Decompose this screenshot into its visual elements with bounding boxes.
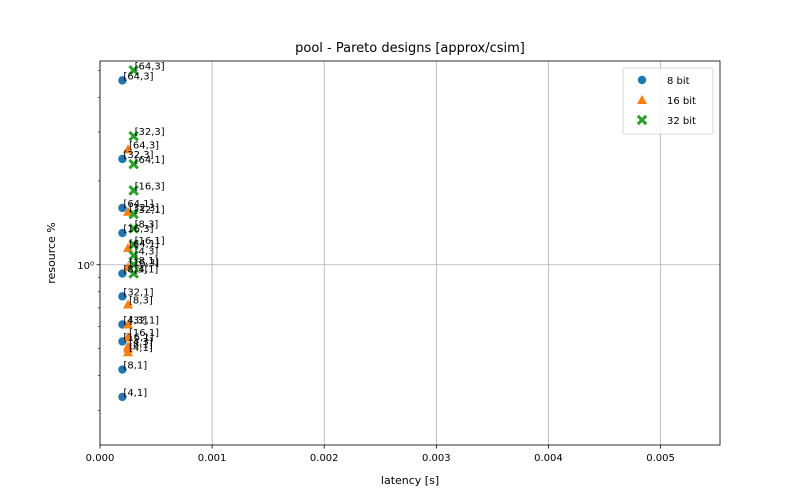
data-point [128, 65, 139, 76]
point-label: [64,3] [123, 71, 153, 82]
point-label: [64,3] [135, 61, 165, 72]
data-point [128, 259, 139, 271]
point-label: [4,3] [129, 337, 153, 348]
data-point [128, 223, 139, 234]
data-point [118, 269, 127, 278]
point-label: [4,1] [123, 388, 147, 399]
point-label: [32,3] [135, 127, 165, 138]
data-point [128, 185, 139, 196]
data-point [118, 154, 127, 164]
data-point [118, 392, 127, 402]
point-label: [32,1] [129, 315, 159, 326]
data-point [118, 203, 127, 213]
point-label: [8,1] [123, 361, 147, 372]
data-points [118, 65, 139, 402]
data-point [118, 76, 127, 85]
y-axis-label: resource % [45, 222, 58, 284]
x-axis-label: latency [s] [381, 474, 439, 487]
y-axis-ticks: 10⁰ [77, 69, 100, 411]
point-label: [4,1] [135, 265, 159, 276]
chart-title: pool - Pareto designs [approx/csim] [295, 41, 525, 56]
point-label: [64,1] [123, 199, 153, 210]
point-label: [16,3] [129, 258, 159, 269]
axes-frame [99, 60, 721, 446]
point-label: [4,1] [129, 343, 153, 354]
data-point [128, 239, 139, 251]
data-point [123, 299, 134, 309]
data-point [128, 268, 139, 279]
data-point [123, 347, 134, 357]
legend: 8 bit 16 bit 32 bit [622, 67, 714, 135]
point-label: [8,3] [123, 265, 147, 276]
legend-label: 8 bit [667, 76, 690, 87]
x-axis-ticks: 0.000 0.001 0.002 0.003 0.004 0.005 [86, 445, 675, 464]
y-tick-label: 10⁰ [77, 261, 94, 272]
data-point [128, 158, 139, 170]
data-point [118, 365, 127, 374]
point-labels: [64,3][32,3][64,1][16,3][8,3][32,1][4,3]… [123, 61, 164, 399]
point-label: [32,3] [129, 203, 159, 214]
data-point [118, 228, 127, 238]
data-point [123, 206, 134, 216]
point-label: [4,3] [123, 315, 147, 326]
point-label: [8,3] [135, 220, 159, 231]
point-label: [16,1] [123, 332, 153, 343]
data-point [123, 144, 134, 154]
data-point [128, 250, 139, 261]
point-label: [64,3] [129, 140, 159, 151]
point-label: [4,3] [135, 246, 159, 257]
data-point [118, 292, 127, 301]
point-label: [16,3] [135, 181, 165, 192]
legend-label: 16 bit [667, 96, 696, 107]
point-label: [64,1] [135, 155, 165, 166]
data-point [128, 130, 139, 142]
point-label: [16,1] [135, 236, 165, 247]
data-point [123, 319, 134, 329]
point-label: [32,1] [123, 287, 153, 298]
point-label: [8,3] [129, 295, 153, 306]
point-label: [8,1] [135, 256, 159, 267]
x-tick-label: 0.002 [310, 453, 339, 464]
legend-marker [636, 114, 648, 126]
x-tick-label: 0.003 [422, 453, 451, 464]
point-label: [16,3] [123, 224, 153, 235]
point-label: [16,1] [129, 328, 159, 339]
x-tick-label: 0.000 [86, 453, 115, 464]
point-label: [8,1] [129, 340, 153, 351]
data-point [123, 332, 134, 342]
data-point [128, 208, 139, 220]
legend-marker [637, 95, 647, 104]
point-label: [64,1] [129, 239, 159, 250]
x-tick-label: 0.005 [646, 453, 675, 464]
legend-label: 32 bit [667, 116, 696, 127]
x-tick-label: 0.004 [534, 453, 563, 464]
point-label: [32,1] [135, 205, 165, 216]
point-label: [32,3] [123, 150, 153, 161]
legend-marker [637, 75, 647, 85]
x-tick-label: 0.001 [198, 453, 227, 464]
